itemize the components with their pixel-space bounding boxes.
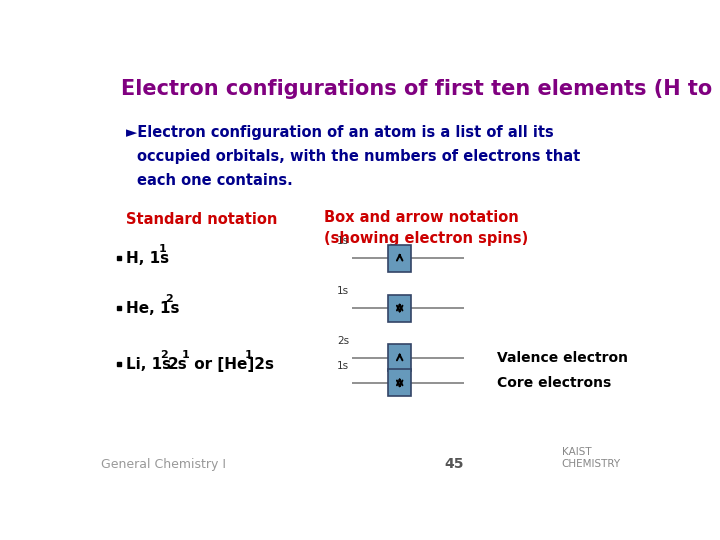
Text: General Chemistry I: General Chemistry I <box>101 458 226 471</box>
Text: 2s: 2s <box>337 336 349 346</box>
Text: Electron configurations of first ten elements (H to Ne): Electron configurations of first ten ele… <box>121 79 720 99</box>
Text: Standard notation: Standard notation <box>126 212 278 227</box>
Bar <box>388 294 411 321</box>
Text: Li, 1s: Li, 1s <box>126 357 171 372</box>
Text: ►Electron configuration of an atom is a list of all its: ►Electron configuration of an atom is a … <box>126 125 554 140</box>
Text: Box and arrow notation: Box and arrow notation <box>324 210 519 225</box>
Text: 1s: 1s <box>337 361 349 371</box>
Bar <box>388 369 411 396</box>
Text: (showing electron spins): (showing electron spins) <box>324 231 528 246</box>
Text: each one contains.: each one contains. <box>138 173 293 188</box>
Text: 2s: 2s <box>168 357 187 372</box>
Bar <box>388 345 411 372</box>
Text: KAIST
CHEMISTRY: KAIST CHEMISTRY <box>562 447 621 469</box>
Text: He, 1s: He, 1s <box>126 301 180 315</box>
Text: occupied orbitals, with the numbers of electrons that: occupied orbitals, with the numbers of e… <box>138 149 581 164</box>
Text: 2: 2 <box>160 350 168 360</box>
Text: 1s: 1s <box>337 286 349 296</box>
Text: 1s: 1s <box>337 236 349 246</box>
Text: 45: 45 <box>444 457 464 471</box>
Text: 1: 1 <box>182 350 190 360</box>
Text: 2: 2 <box>166 294 173 304</box>
Text: H, 1s: H, 1s <box>126 251 169 266</box>
Bar <box>388 245 411 272</box>
Text: 1: 1 <box>245 350 252 360</box>
Text: 1: 1 <box>158 244 166 254</box>
Text: or [He]2s: or [He]2s <box>189 357 274 372</box>
Text: Valence electron: Valence electron <box>498 351 629 365</box>
Text: Core electrons: Core electrons <box>498 376 611 390</box>
